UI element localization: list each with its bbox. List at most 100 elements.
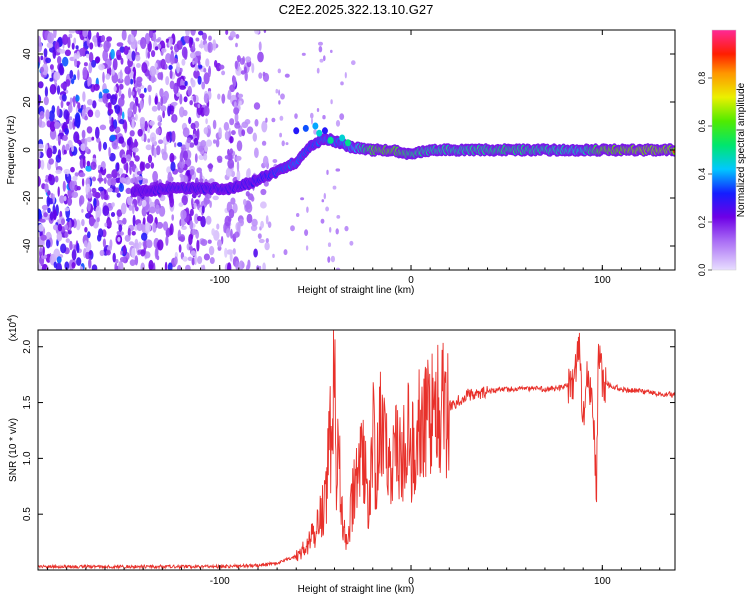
noise-blob (155, 127, 161, 135)
noise-blob (52, 193, 55, 205)
noise-blob (68, 104, 73, 114)
noise-blob (100, 166, 103, 173)
noise-blob (237, 93, 244, 99)
noise-blob (205, 118, 208, 125)
snr-line (38, 330, 675, 570)
noise-blob (84, 226, 88, 233)
noise-blob (138, 241, 142, 249)
noise-blob (94, 109, 101, 119)
noise-blob (155, 38, 161, 43)
noise-blob (258, 265, 262, 270)
noise-blob (229, 148, 233, 155)
noise-blob (265, 117, 268, 123)
noise-blob (152, 170, 159, 183)
x-tick-label: 100 (594, 576, 611, 587)
noise-blob (174, 256, 178, 265)
noise-blob (339, 113, 345, 120)
noise-blob (189, 142, 195, 148)
noise-blob (179, 93, 183, 105)
noise-blob (174, 85, 178, 95)
noise-blob (79, 197, 82, 207)
figure-title: C2E2.2025.322.13.10.G27 (279, 2, 434, 17)
noise-blob (77, 102, 81, 110)
noise-blob (43, 212, 48, 218)
noise-blob (196, 128, 200, 141)
noise-blob (38, 224, 44, 232)
noise-blob (134, 206, 139, 212)
noise-blob (69, 116, 73, 121)
noise-blob (221, 70, 226, 76)
noise-blob (136, 76, 143, 83)
noise-blob (229, 84, 236, 93)
noise-blob (63, 149, 67, 155)
noise-blob (160, 58, 166, 70)
noise-blob (116, 230, 122, 236)
noise-blob (228, 208, 235, 219)
noise-blob (57, 186, 60, 197)
noise-blob (129, 164, 132, 175)
noise-blob (91, 264, 98, 270)
noise-blob (53, 30, 57, 39)
noise-blob (178, 202, 184, 207)
noise-blob (75, 219, 81, 231)
noise-blob (128, 87, 132, 99)
noise-blob (118, 260, 124, 270)
noise-blob (263, 30, 267, 34)
noise-blob (110, 94, 117, 106)
noise-blob (234, 231, 240, 238)
noise-blob (144, 251, 151, 259)
noise-blob (188, 116, 192, 125)
noise-blob (38, 143, 44, 149)
noise-blob (92, 176, 96, 182)
noise-blob (261, 120, 268, 133)
noise-blob (38, 208, 42, 220)
noise-blob (134, 155, 140, 162)
noise-blob (316, 108, 320, 112)
noise-blob (56, 231, 63, 242)
noise-blob (96, 217, 100, 223)
noise-blob (313, 129, 317, 135)
noise-blob (123, 163, 128, 171)
noise-blob (283, 249, 288, 256)
noise-blob (38, 81, 44, 89)
noise-blob (99, 249, 105, 257)
noise-blob (330, 255, 335, 263)
noise-blob (76, 257, 82, 266)
noise-blob (183, 150, 188, 161)
noise-blob (53, 224, 59, 231)
noise-blob (116, 192, 121, 198)
noise-blob (203, 153, 208, 161)
y-tick-label: 1.5 (22, 395, 33, 409)
noise-blob (141, 62, 148, 74)
noise-blob (88, 258, 92, 269)
noise-blob (131, 231, 136, 236)
noise-blob (135, 96, 139, 107)
noise-blob (63, 109, 69, 120)
noise-blob (101, 229, 107, 238)
noise-blob (155, 204, 160, 215)
noise-blob (253, 248, 258, 258)
noise-blob (262, 262, 266, 270)
noise-blob (145, 222, 152, 233)
noise-blob (120, 57, 124, 65)
noise-blob (88, 216, 95, 227)
noise-blob (48, 173, 52, 182)
noise-blob (192, 41, 196, 51)
noise-blob (279, 115, 284, 121)
noise-blob (157, 115, 162, 122)
noise-blob (124, 176, 131, 185)
noise-blob (78, 172, 86, 178)
noise-blob (207, 43, 211, 52)
noise-blob (197, 60, 201, 66)
noise-blob (117, 236, 121, 242)
noise-blob (41, 63, 49, 76)
noise-blob (110, 212, 116, 217)
noise-blob (54, 121, 61, 130)
noise-blob (190, 122, 196, 130)
noise-blob (336, 215, 341, 219)
noise-blob (179, 106, 185, 118)
noise-blob (52, 209, 57, 220)
noise-blob (103, 194, 109, 201)
noise-blob (191, 257, 195, 266)
noise-blob (235, 260, 239, 270)
